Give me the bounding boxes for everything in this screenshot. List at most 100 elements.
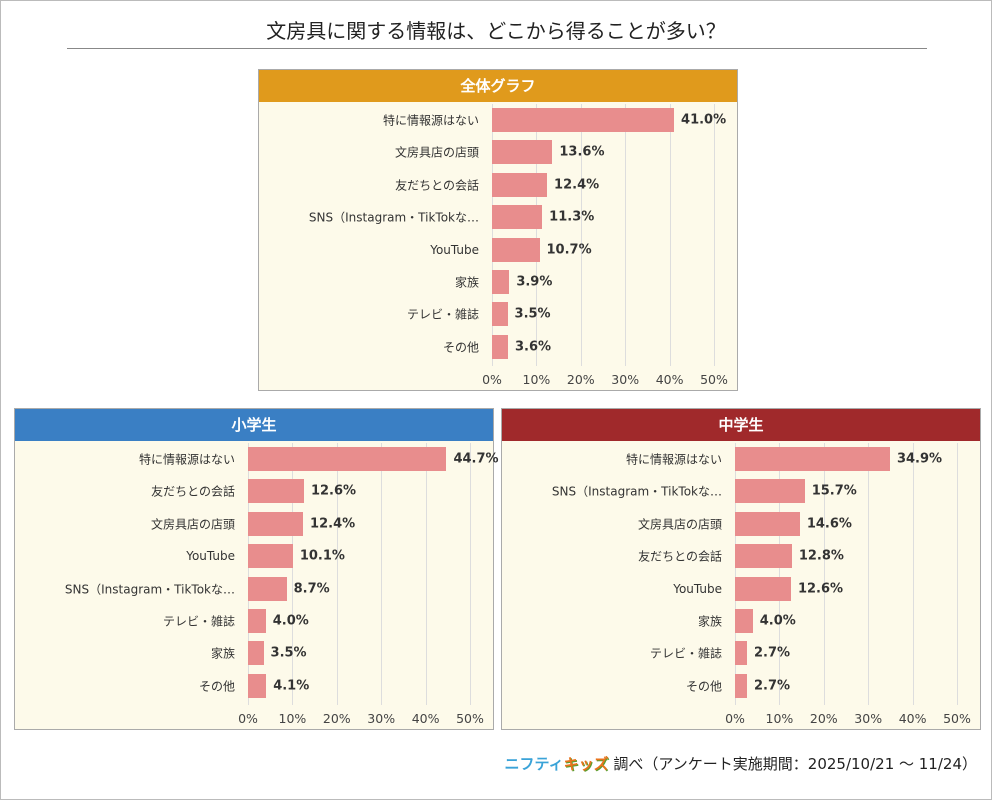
chart-title: 全体グラフ: [259, 70, 737, 102]
category-label: 特に情報源はない: [382, 113, 479, 128]
bar: [248, 641, 264, 666]
data-label: 14.6%: [806, 516, 852, 532]
category-label: 友だちとの会話: [638, 549, 722, 564]
data-label: 3.9%: [516, 274, 553, 290]
category-label: 家族: [210, 646, 235, 661]
data-label: 12.4%: [310, 516, 356, 532]
bar: [248, 447, 447, 471]
x-tick-label: 40%: [898, 711, 927, 726]
category-label: テレビ・雑誌: [406, 307, 479, 322]
x-tick-label: 10%: [522, 372, 551, 387]
data-label: 12.8%: [798, 548, 844, 564]
data-label: 2.7%: [753, 678, 791, 694]
bar: [492, 302, 508, 327]
data-label: 10.7%: [546, 242, 592, 258]
x-tick-label: 0%: [725, 711, 745, 726]
title-divider: [67, 48, 927, 49]
category-label: 特に情報源はない: [625, 452, 722, 467]
survey-period: 調べ（アンケート実施期間：2025/10/21 ～ 11/24）: [613, 755, 977, 773]
gridline: [868, 443, 870, 705]
bar: [248, 544, 293, 569]
data-label: 3.5%: [270, 645, 307, 661]
gridline: [292, 443, 294, 705]
data-label: 3.5%: [514, 306, 551, 322]
category-label: その他: [442, 340, 479, 355]
gridline: [425, 443, 427, 705]
data-label: 34.9%: [896, 451, 943, 467]
data-label: 11.3%: [549, 209, 595, 225]
category-label: テレビ・雑誌: [649, 646, 722, 661]
category-label: YouTube: [430, 242, 479, 257]
x-tick-label: 30%: [854, 711, 883, 726]
bar: [492, 205, 543, 230]
data-label: 8.7%: [293, 581, 330, 597]
category-label: 文房具店の店頭: [150, 517, 235, 532]
category-label: 友だちとの会話: [395, 178, 479, 193]
x-tick-label: 0%: [482, 372, 502, 387]
chart-overall: 全体グラフ 0% 10% 20% 30% 40% 50% 特に情報源はない 41.0% 文房具店の…: [258, 69, 738, 391]
data-label: 4.0%: [272, 613, 309, 629]
page-title: 文房具に関する情報は、どこから得ることが多い？: [266, 19, 726, 43]
bar: [492, 172, 548, 197]
bar: [735, 641, 747, 666]
data-label: 12.6%: [310, 483, 357, 499]
x-tick-label: 20%: [322, 711, 351, 726]
bar: [735, 673, 747, 698]
bar: [248, 576, 287, 601]
gridline: [912, 443, 914, 705]
logo-nifty: ニフティ: [504, 755, 564, 773]
bar: [492, 140, 553, 165]
gridline: [470, 443, 471, 705]
x-tick-label: 10%: [765, 711, 794, 726]
gridline: [580, 104, 582, 366]
bar: [492, 237, 540, 262]
x-tick-label: 0%: [238, 711, 258, 726]
bar: [735, 544, 792, 569]
bar: [248, 673, 267, 698]
category-label: その他: [198, 679, 235, 694]
data-label: 15.7%: [811, 483, 857, 499]
bar: [735, 479, 805, 504]
data-label: 10.1%: [299, 548, 345, 564]
data-label: 3.6%: [514, 339, 552, 355]
category-label: 文房具店の店頭: [637, 517, 722, 532]
gridline: [714, 104, 715, 366]
category-label: SNS（Instagram・TikTokな…: [308, 210, 479, 225]
bar: [492, 334, 508, 359]
chart-title: 小学生: [15, 409, 493, 441]
x-tick-label: 50%: [456, 711, 484, 726]
gridline: [381, 443, 383, 705]
category-label: 特に情報源はない: [138, 452, 235, 467]
data-label: 13.6%: [559, 144, 605, 160]
x-tick-label: 50%: [943, 711, 971, 726]
category-label: テレビ・雑誌: [162, 614, 235, 629]
category-label: その他: [685, 679, 722, 694]
category-label: SNS（Instagram・TikTokな…: [551, 484, 722, 499]
bar: [735, 447, 890, 471]
bar: [248, 479, 304, 504]
footer-credit: ニフティキッズ 調べ（アンケート実施期間：2025/10/21 ～ 11/24）: [504, 753, 977, 774]
chart-elementary: 小学生 0% 10% 20% 30% 40% 50% 特に情報源はない 44.7% 友だちとの会話…: [14, 408, 499, 730]
gridline: [823, 443, 825, 705]
x-tick-label: 30%: [611, 372, 640, 387]
data-label: 4.1%: [273, 678, 310, 694]
category-label: 友だちとの会話: [151, 484, 235, 499]
x-tick-label: 10%: [278, 711, 307, 726]
bar: [248, 511, 304, 536]
gridline: [536, 104, 538, 366]
bar: [248, 609, 266, 633]
x-tick-label: 40%: [411, 711, 440, 726]
category-label: 家族: [697, 614, 722, 629]
category-label: 家族: [454, 275, 479, 290]
gridline: [669, 104, 671, 366]
bar: [492, 270, 510, 294]
category-label: YouTube: [673, 581, 722, 596]
category-label: 文房具店の店頭: [394, 145, 479, 160]
chart-junior-high: 中学生 0% 10% 20% 30% 40% 50% 特に情報源はない 34.9% SNS（Ins…: [501, 408, 981, 730]
gridline: [336, 443, 338, 705]
chart-title: 中学生: [502, 409, 980, 441]
data-label: 44.7%: [453, 451, 499, 467]
gridline: [625, 104, 627, 366]
x-tick-label: 20%: [809, 711, 838, 726]
